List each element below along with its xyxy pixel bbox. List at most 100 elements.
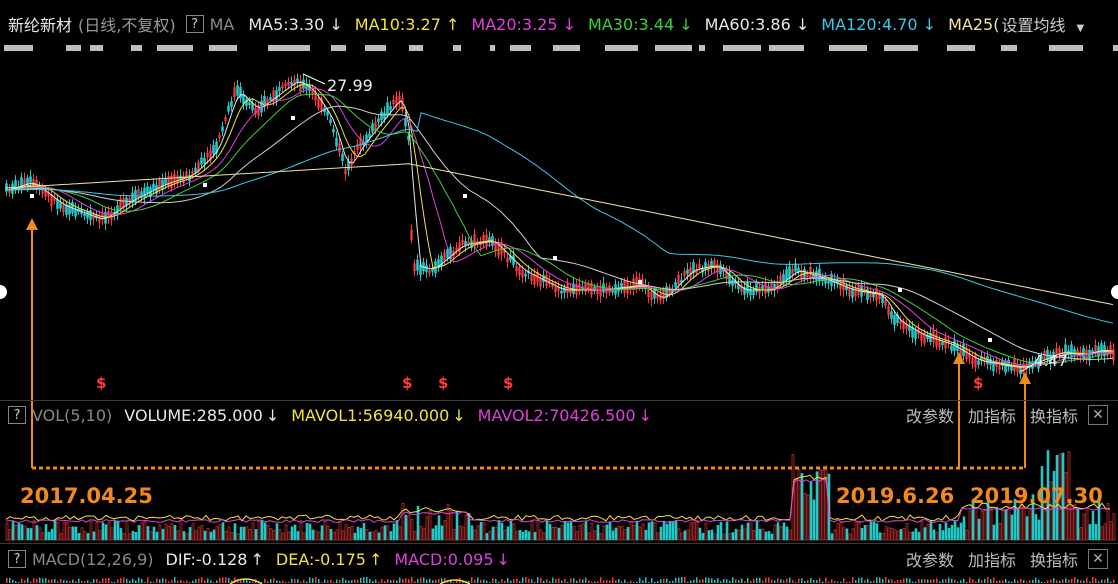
macd-bar xyxy=(717,578,719,583)
candle-body xyxy=(428,270,431,274)
volume-bar xyxy=(905,523,909,541)
macd-bar xyxy=(177,580,179,583)
resize-handle-right[interactable] xyxy=(1111,285,1118,299)
volume-bar xyxy=(74,526,78,541)
volume-bar xyxy=(866,525,870,541)
volume-bar xyxy=(176,530,180,541)
volume-bar xyxy=(743,528,747,541)
volume-bar xyxy=(608,521,612,541)
annotation-date-3: 2019.07.30 xyxy=(970,484,1103,508)
volume-bar xyxy=(515,531,519,541)
resize-handle-left[interactable] xyxy=(0,285,7,299)
macd-help-button[interactable]: ? xyxy=(8,550,26,568)
macd-bar xyxy=(906,578,908,583)
candle-body xyxy=(74,208,77,217)
candle-body xyxy=(284,83,287,87)
volume-bar xyxy=(449,510,453,541)
candle-body xyxy=(23,179,26,185)
volume-bar xyxy=(941,530,945,541)
macd-switch-indicator-button[interactable]: 换指标 xyxy=(1029,551,1078,570)
macd-close-icon[interactable]: ✕ xyxy=(1088,549,1108,569)
volume-bar xyxy=(899,529,903,541)
candle-body xyxy=(854,288,857,297)
macd-header: ? MACD(12,26,9) DIF:-0.128 ↑ DEA:-0.175 … xyxy=(8,547,1108,571)
volume-bar xyxy=(584,521,588,541)
macd-bar xyxy=(927,579,929,583)
vol-add-indicator-button[interactable]: 加指标 xyxy=(967,407,1016,426)
volume-bar xyxy=(323,521,327,541)
macd-change-params-button[interactable]: 改参数 xyxy=(905,551,954,570)
candle-body xyxy=(377,118,380,123)
vol-change-params-button[interactable]: 改参数 xyxy=(905,407,954,426)
volume-bar xyxy=(50,528,54,541)
volume-bar xyxy=(389,531,393,541)
dif-arrow: ↑ xyxy=(250,549,264,569)
candle-body xyxy=(269,97,272,101)
macd-bar xyxy=(993,577,995,583)
macd-bar xyxy=(117,579,119,583)
volume-bar xyxy=(263,522,267,541)
macd-bar xyxy=(933,578,935,583)
volume-bar xyxy=(707,530,711,541)
ma-item: MA25( xyxy=(948,14,1000,34)
volume-value: VOLUME:285.000 xyxy=(124,405,263,425)
ma-item: MA120:4.70 ↓ xyxy=(821,14,937,34)
candle-body xyxy=(290,81,293,85)
macd-bar xyxy=(702,579,704,583)
volume-bar xyxy=(830,533,834,541)
macd-bar xyxy=(768,577,770,583)
macd-bar xyxy=(420,577,422,583)
volume-bar xyxy=(917,531,921,541)
candle-body xyxy=(413,263,416,272)
macd-bar xyxy=(78,578,80,583)
volume-bar xyxy=(119,528,123,541)
macd-bar xyxy=(582,579,584,583)
volume-bar xyxy=(368,531,372,541)
volume-bar xyxy=(674,520,678,541)
macd-bar xyxy=(504,580,506,583)
signal-icon: $ xyxy=(96,374,107,392)
macd-bar xyxy=(900,579,902,583)
vol-help-button[interactable]: ? xyxy=(8,406,26,424)
macd-bar xyxy=(492,578,494,583)
macd-bar xyxy=(879,577,881,583)
volume-bar xyxy=(437,515,441,541)
volume-bar xyxy=(1106,503,1110,541)
macd-bar xyxy=(981,580,983,583)
macd-add-indicator-button[interactable]: 加指标 xyxy=(967,551,1016,570)
macd-bar xyxy=(1038,579,1040,583)
macd-bar xyxy=(1104,579,1106,583)
candle-body xyxy=(437,259,440,268)
macd-bar xyxy=(207,578,209,583)
macd-bar xyxy=(585,577,587,583)
vol-close-icon[interactable]: ✕ xyxy=(1088,405,1108,425)
signal-icon: $ xyxy=(503,374,514,392)
volume-bar xyxy=(5,522,9,541)
volume-bar xyxy=(440,525,444,541)
candle-body xyxy=(584,283,587,292)
ma-settings-button[interactable]: 设置均线 ▼ xyxy=(1001,12,1084,36)
volume-bar xyxy=(461,526,465,541)
candle-body xyxy=(983,357,986,363)
candle-body xyxy=(1088,349,1091,361)
macd-bar xyxy=(147,577,149,583)
macd-bar xyxy=(267,581,269,583)
candle-body xyxy=(926,334,929,340)
volume-bar xyxy=(122,533,126,541)
volume-bar xyxy=(860,528,864,541)
macd-bar xyxy=(864,580,866,583)
macd-bar xyxy=(297,579,299,583)
ma-items: MA5:3.30 ↓ MA10:3.27 ↑ MA20:3.25 ↓ MA30:3.4… xyxy=(248,15,999,34)
macd-bar xyxy=(369,578,371,583)
macd-bar xyxy=(783,580,785,583)
volume-bar xyxy=(911,531,915,541)
volume-bar xyxy=(650,521,654,541)
help-button[interactable]: ? xyxy=(185,15,204,33)
macd-bar xyxy=(294,578,296,583)
macd-bar xyxy=(756,577,758,583)
candle-body xyxy=(320,97,323,111)
volume-bar xyxy=(458,525,462,541)
vol-switch-indicator-button[interactable]: 换指标 xyxy=(1029,407,1078,426)
mavol2-value: MAVOL2:70426.500 xyxy=(477,405,636,425)
volume-bar xyxy=(161,528,165,541)
